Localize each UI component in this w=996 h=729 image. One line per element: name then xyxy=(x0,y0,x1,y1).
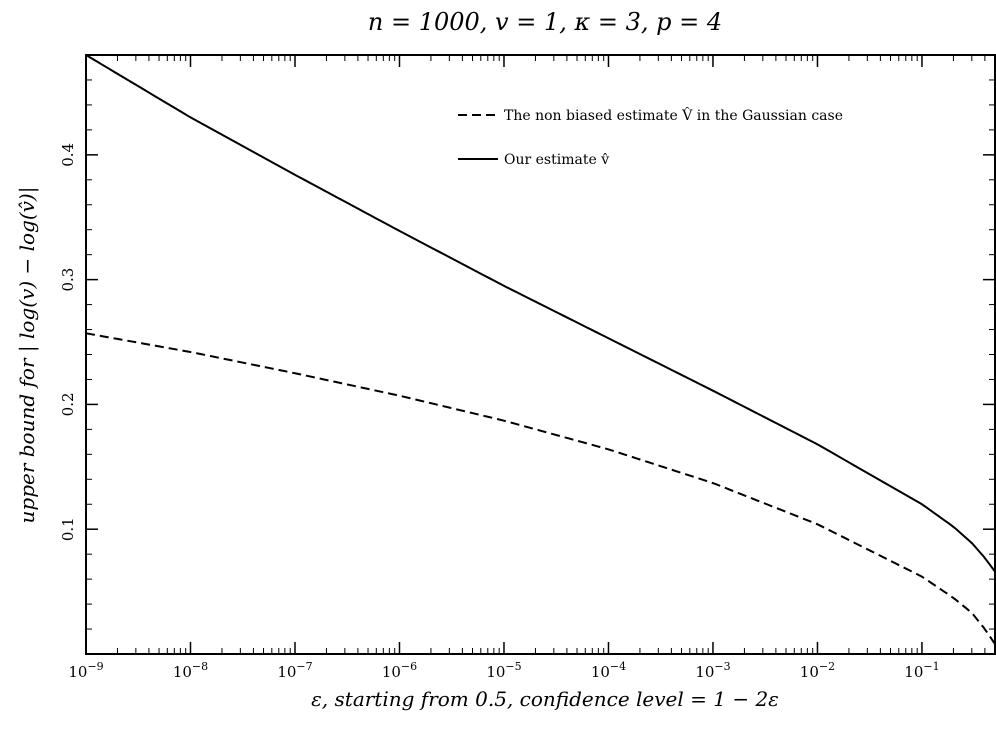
series-lines xyxy=(85,54,996,645)
x-tick-label: 10−2 xyxy=(800,660,835,681)
x-tick-label: 10−1 xyxy=(904,660,939,681)
x-tick-exponent: −9 xyxy=(87,660,103,673)
x-tick-label: 10−4 xyxy=(591,660,626,681)
x-tick-base: 10 xyxy=(800,663,819,681)
x-tick-exponent: −1 xyxy=(923,660,939,673)
x-tick-label: 10−6 xyxy=(382,660,417,681)
legend-label-1: The non biased estimate V̂ in the Gaussi… xyxy=(504,106,843,124)
x-tick-exponent: −2 xyxy=(819,660,835,673)
y-tick-label: 0.1 xyxy=(59,517,77,541)
x-tick-exponent: −3 xyxy=(714,660,730,673)
x-tick-exponent: −8 xyxy=(192,660,208,673)
x-tick-base: 10 xyxy=(695,663,714,681)
plot-frame xyxy=(85,54,996,655)
x-tick-label: 10−3 xyxy=(695,660,730,681)
axis-ticks xyxy=(85,54,996,654)
legend-label-2: Our estimate v̂ xyxy=(504,152,609,168)
x-tick-exponent: −4 xyxy=(610,660,626,673)
x-tick-label: 10−5 xyxy=(486,660,521,681)
series-line-2 xyxy=(85,54,996,573)
x-tick-label: 10−9 xyxy=(68,660,103,681)
x-tick-base: 10 xyxy=(68,663,87,681)
y-tick-labels: 0.1 0.2 0.3 0.4 xyxy=(59,143,77,541)
y-tick-label: 0.2 xyxy=(59,392,77,416)
y-axis-label: upper bound for | log(v) − log(v̂)| xyxy=(15,187,40,524)
x-tick-exponent: −6 xyxy=(401,660,417,673)
y-tick-label: 0.4 xyxy=(59,143,77,167)
y-tick-label: 0.3 xyxy=(59,268,77,292)
x-tick-exponent: −5 xyxy=(505,660,521,673)
plot-area: The non biased estimate V̂ in the Gaussi… xyxy=(85,54,996,655)
x-tick-labels: 10−9 10−8 10−7 10−6 10−5 10−4 10−3 10−2 10−1 xyxy=(68,660,939,681)
x-tick-base: 10 xyxy=(277,663,296,681)
x-tick-base: 10 xyxy=(382,663,401,681)
x-tick-base: 10 xyxy=(591,663,610,681)
legend: The non biased estimate V̂ in the Gaussi… xyxy=(458,106,843,168)
x-tick-label: 10−8 xyxy=(173,660,208,681)
x-tick-exponent: −7 xyxy=(296,660,312,673)
series-line-1 xyxy=(85,332,996,645)
x-tick-base: 10 xyxy=(173,663,192,681)
x-tick-label: 10−7 xyxy=(277,660,312,681)
x-tick-base: 10 xyxy=(904,663,923,681)
x-axis-label: ε, starting from 0.5, confidence level =… xyxy=(311,687,779,711)
chart-title: n = 1000, v = 1, κ = 3, p = 4 xyxy=(368,8,722,36)
x-tick-base: 10 xyxy=(486,663,505,681)
